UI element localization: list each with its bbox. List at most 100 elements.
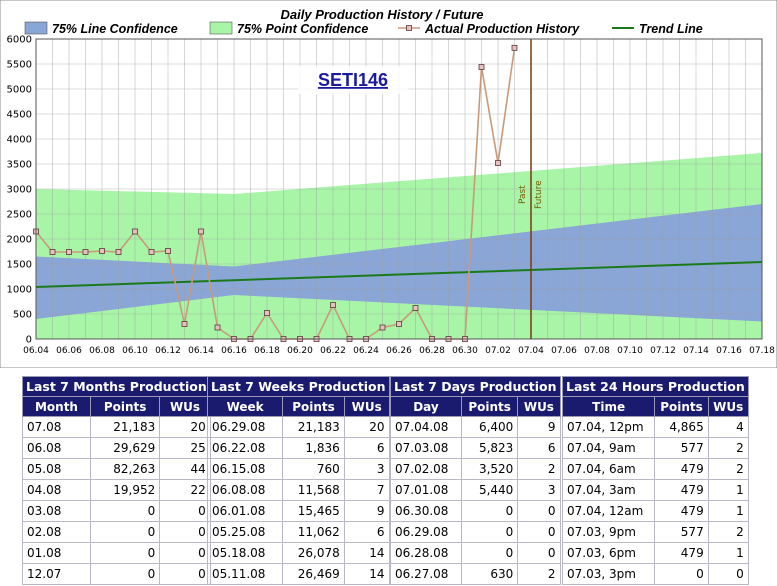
- period-cell: 06.22.08: [206, 437, 284, 459]
- actual-production-point: [66, 249, 72, 255]
- watermark-background: [298, 66, 408, 94]
- wus-cell: 1: [707, 500, 749, 522]
- x-tick-label: 06.30: [452, 346, 478, 356]
- points-cell: 5,440: [460, 479, 519, 501]
- period-cell: 07.04, 9am: [561, 437, 656, 459]
- period-cell: 05.08: [22, 458, 91, 480]
- table-row: 07.04.08 6,400 9: [390, 416, 561, 438]
- y-tick-label: 500: [13, 310, 32, 321]
- x-tick-label: 06.26: [386, 346, 412, 356]
- table-title-row: Last 7 Weeks Production: [207, 376, 390, 397]
- production-chart: Daily Production History / Future 75% Li…: [0, 0, 777, 368]
- wus-cell: 22: [159, 479, 211, 501]
- points-cell: 479: [654, 479, 709, 501]
- wus-cell: 2: [707, 521, 749, 543]
- actual-production-point: [330, 302, 336, 308]
- period-cell: 07.04, 12pm: [561, 416, 656, 438]
- column-header: Points: [460, 396, 519, 417]
- days-production-table: Last 7 Days Production Day Points WUs 07.04.…: [390, 376, 561, 585]
- wus-cell: 2: [707, 437, 749, 459]
- table-row: 06.08.08 11,568 7: [206, 479, 390, 501]
- points-cell: 0: [89, 521, 161, 543]
- x-tick-label: 07.04: [518, 346, 544, 356]
- points-cell: 0: [89, 500, 161, 522]
- column-header: Points: [282, 396, 345, 417]
- points-cell: 0: [460, 521, 519, 543]
- plot-area: 0 500 1000 1500 2000 2500 3000 3500 4000 4500 5000…: [7, 35, 776, 357]
- table-title-row: Last 7 Days Production: [390, 376, 561, 397]
- period-cell: 06.01.08: [206, 500, 284, 522]
- legend-swatch-marker: [406, 25, 412, 31]
- actual-production-point: [478, 64, 485, 70]
- y-tick-label: 5000: [7, 85, 32, 96]
- table-row: 04.08 19,952 22: [22, 479, 211, 501]
- legend-swatch: [209, 21, 233, 35]
- table-row: 06.08 29,629 25: [22, 437, 211, 459]
- y-tick-label: 3500: [7, 160, 32, 171]
- table-header-row: Time Points WUs: [561, 396, 749, 417]
- wus-cell: 1: [707, 542, 749, 564]
- period-cell: 07.03, 6pm: [561, 542, 656, 564]
- period-cell: 06.29.08: [206, 416, 284, 438]
- x-tick-label: 06.16: [221, 346, 247, 356]
- wus-cell: 14: [343, 542, 390, 564]
- table-row: 06.01.08 15,465 9: [206, 500, 390, 522]
- table-row: 06.15.08 760 3: [206, 458, 390, 480]
- wus-cell: 0: [517, 500, 561, 522]
- table-row: 12.07 0 0: [22, 563, 211, 585]
- table-header-row: Week Points WUs: [206, 396, 390, 417]
- period-cell: 04.08: [22, 479, 91, 501]
- y-tick-label: 4500: [7, 110, 32, 121]
- actual-production-point: [396, 321, 402, 327]
- x-tick-label: 07.12: [650, 346, 676, 356]
- points-cell: 3,520: [460, 458, 519, 480]
- x-tick-label: 06.06: [56, 346, 82, 356]
- x-tick-label: 07.02: [485, 346, 511, 356]
- y-tick-label: 5500: [7, 60, 32, 71]
- wus-cell: 1: [707, 479, 749, 501]
- column-header: Points: [89, 396, 161, 417]
- period-cell: 07.04, 12am: [561, 500, 656, 522]
- period-cell: 07.03.08: [390, 437, 462, 459]
- table-row: 05.11.08 26,469 14: [206, 563, 390, 585]
- y-tick-label: 1000: [7, 285, 32, 296]
- table-row: 07.04, 6am 479 2: [561, 458, 749, 480]
- column-header: Week: [206, 396, 284, 417]
- points-cell: 0: [460, 500, 519, 522]
- table-row: 06.22.08 1,836 6: [206, 437, 390, 459]
- wus-cell: 0: [159, 542, 211, 564]
- seti-watermark: SETI146: [318, 70, 388, 90]
- actual-production-point: [198, 228, 204, 235]
- points-cell: 479: [654, 500, 709, 522]
- period-cell: 06.08.08: [206, 479, 284, 501]
- wus-cell: 2: [517, 563, 561, 585]
- wus-cell: 14: [343, 563, 390, 585]
- points-cell: 19,952: [89, 479, 161, 501]
- points-cell: 760: [282, 458, 345, 480]
- x-tick-label: 06.08: [89, 346, 115, 356]
- table-row: 01.08 0 0: [22, 542, 211, 564]
- legend-swatch: [24, 21, 48, 35]
- x-tick-label: 06.22: [320, 346, 346, 356]
- wus-cell: 0: [159, 500, 211, 522]
- wus-cell: 0: [159, 521, 211, 543]
- table-row: 07.04, 12pm 4,865 4: [561, 416, 749, 438]
- table-header-row: Day Points WUs: [390, 396, 561, 417]
- points-cell: 26,469: [282, 563, 345, 585]
- actual-production-point: [115, 249, 122, 255]
- column-header: Month: [22, 396, 91, 417]
- legend-label: 75% Point Confidence: [237, 22, 368, 36]
- points-cell: 0: [460, 542, 519, 564]
- x-tick-label: 06.24: [353, 346, 379, 356]
- wus-cell: 6: [343, 437, 390, 459]
- x-tick-label: 06.18: [254, 346, 280, 356]
- table-row: 07.04, 12am 479 1: [561, 500, 749, 522]
- table-header-row: Month Points WUs: [22, 396, 211, 417]
- table-row: 07.03, 6pm 479 1: [561, 542, 749, 564]
- wus-cell: 6: [517, 437, 561, 459]
- y-tick-label: 0: [26, 335, 32, 346]
- actual-production-point: [214, 324, 221, 331]
- table-row: 07.08 21,183 20: [22, 416, 211, 438]
- wus-cell: 25: [159, 437, 211, 459]
- period-cell: 02.08: [22, 521, 91, 543]
